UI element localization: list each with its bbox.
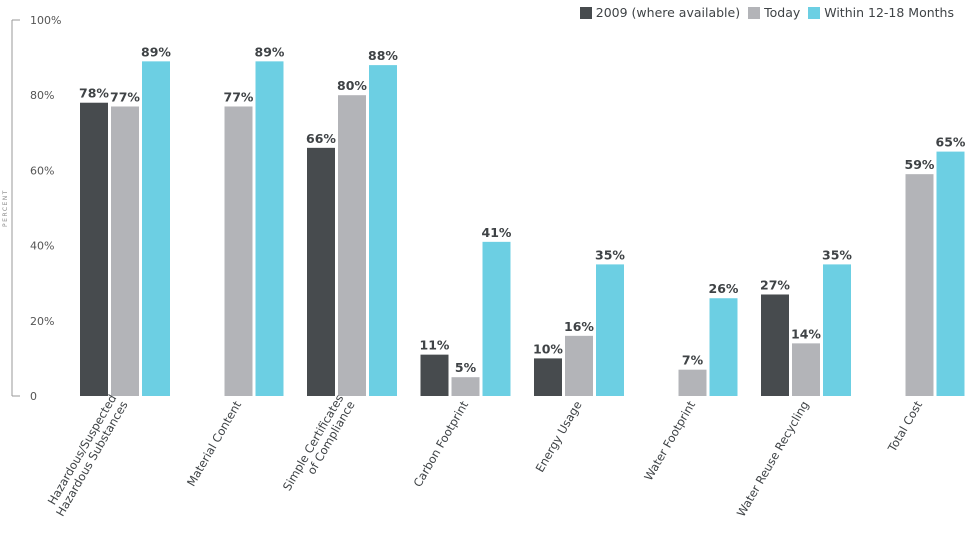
legend: 2009 (where available) Today Within 12-1… [572, 5, 954, 20]
bar [369, 65, 397, 397]
legend-label-future: Within 12-18 Months [824, 5, 954, 20]
bar [792, 343, 820, 396]
bar-value-label: 78% [79, 86, 109, 101]
category-label: Water Footprint [641, 398, 698, 483]
category-label-line: Water Reuse Recycling [734, 399, 812, 520]
category-label-line: Carbon Footprint [411, 398, 472, 489]
bar [451, 377, 480, 396]
y-tick-label: 40% [30, 240, 54, 253]
bar [534, 358, 562, 396]
y-tick-label: 20% [30, 315, 54, 328]
category-label: Hazardous/SuspectedHazardous Substances [42, 392, 131, 519]
bar [80, 102, 108, 396]
bar [823, 264, 851, 396]
legend-swatch-today [748, 6, 761, 19]
bar [307, 147, 335, 396]
category-label: Simple Certificatesof Compliance [280, 392, 358, 500]
bar [565, 335, 593, 396]
bar [420, 354, 449, 396]
bar-value-label: 26% [709, 281, 739, 296]
legend-item-future: Within 12-18 Months [808, 5, 954, 20]
bar [111, 106, 139, 396]
bar [761, 294, 789, 396]
category-label-line: Hazardous Substances [53, 399, 130, 519]
category-label-line: Energy Usage [533, 399, 585, 475]
category-label: Energy Usage [533, 399, 585, 475]
bar [142, 61, 170, 397]
y-tick-label: 100% [30, 14, 61, 27]
legend-label-today: Today [764, 5, 801, 20]
bar [338, 95, 366, 396]
bar-value-label: 41% [482, 225, 512, 240]
legend-swatch-future [808, 6, 821, 19]
y-tick-label: 0 [30, 390, 37, 403]
category-label: Total Cost [884, 398, 925, 455]
bar-value-label: 77% [224, 89, 254, 104]
legend-label-2009: 2009 (where available) [595, 5, 741, 20]
bar-value-label: 5% [455, 360, 477, 375]
y-tick-label: 60% [30, 164, 54, 177]
category-label-line: Hazardous/Suspected [45, 392, 120, 507]
bar [596, 264, 624, 396]
bar-value-label: 66% [306, 131, 336, 146]
bar [709, 298, 738, 396]
bar-value-label: 88% [368, 48, 398, 63]
legend-swatch-2009 [579, 6, 592, 19]
bar-value-label: 80% [337, 78, 367, 93]
category-label: Material Content [184, 398, 244, 489]
bar-value-label: 14% [791, 326, 821, 341]
bar [936, 151, 965, 396]
bar-value-label: 89% [255, 44, 285, 59]
category-label-line: Total Cost [884, 398, 925, 455]
category-label-line: Water Footprint [641, 398, 698, 483]
bar-value-label: 77% [110, 89, 140, 104]
legend-item-today: Today [748, 5, 800, 20]
bar-value-label: 59% [905, 157, 935, 172]
bar-value-label: 89% [141, 44, 171, 59]
legend-item-2009: 2009 (where available) [579, 5, 741, 20]
bar-value-label: 7% [682, 353, 704, 368]
y-axis-label: PERCENT [2, 189, 9, 227]
bar [482, 241, 511, 396]
bar-value-label: 10% [533, 341, 563, 356]
bar-value-label: 65% [936, 135, 966, 150]
bar-value-label: 35% [822, 247, 852, 262]
category-label: Water Reuse Recycling [734, 399, 812, 520]
category-label: Carbon Footprint [411, 398, 472, 489]
bar-value-label: 16% [564, 319, 594, 334]
y-tick-label: 80% [30, 89, 54, 102]
bar-value-label: 35% [595, 247, 625, 262]
bar [255, 61, 284, 397]
bar [905, 174, 934, 396]
category-label-line: Simple Certificates [280, 392, 346, 493]
bar [678, 369, 707, 396]
category-label-line: Material Content [184, 398, 244, 489]
bar [224, 106, 253, 396]
bar-value-label: 11% [420, 338, 450, 353]
bar-value-label: 27% [760, 277, 790, 292]
